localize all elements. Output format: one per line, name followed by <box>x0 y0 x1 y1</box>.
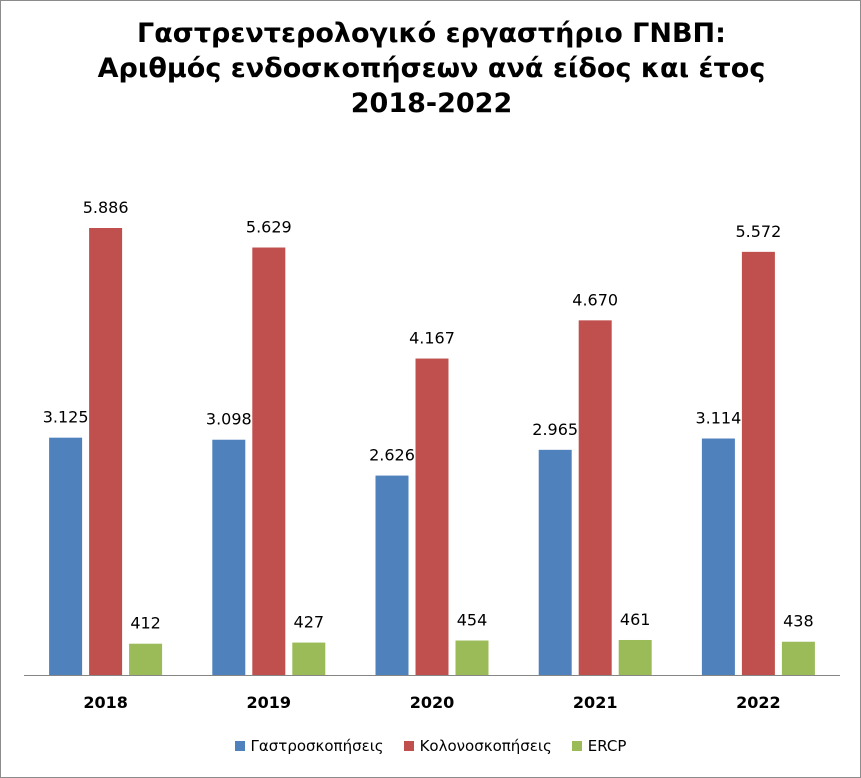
data-label-2020-series-0: 2.626 <box>369 446 415 465</box>
bar-2018-series-2 <box>129 643 163 675</box>
x-tick-label-2022: 2022 <box>736 693 781 712</box>
data-label-2018-series-1: 5.886 <box>83 198 129 217</box>
legend-item-0: Γαστροσκοπήσεις <box>234 737 384 755</box>
bar-2018-series-1 <box>89 228 123 675</box>
bar-2018-series-0 <box>49 437 83 675</box>
bar-2020-series-1 <box>415 358 449 675</box>
data-label-2019-series-2: 427 <box>294 613 325 632</box>
legend-item-1: Κολονοσκοπήσεις <box>403 737 552 755</box>
bar-2019-series-2 <box>292 642 326 675</box>
legend-swatch-2 <box>571 741 582 751</box>
data-label-2018-series-2: 412 <box>130 614 161 633</box>
x-tick-label-2020: 2020 <box>410 693 455 712</box>
bar-2021-series-1 <box>578 320 612 675</box>
legend-label-0: Γαστροσκοπήσεις <box>250 737 384 755</box>
bar-2019-series-0 <box>212 439 246 675</box>
data-label-2019-series-1: 5.629 <box>246 218 292 237</box>
bar-2022-series-2 <box>781 641 815 675</box>
chart-title-line-1: Γαστρεντερολογικό εργαστήριο ΓΝΒΠ: <box>137 18 726 49</box>
x-tick-label-2019: 2019 <box>247 693 292 712</box>
chart-legend: Γαστροσκοπήσεις Κολονοσκοπήσεις ERCP <box>0 733 861 759</box>
data-label-2021-series-0: 2.965 <box>532 420 578 439</box>
bar-2022-series-0 <box>701 438 735 675</box>
legend-label-1: Κολονοσκοπήσεις <box>419 737 552 755</box>
bar-2020-series-2 <box>455 640 489 675</box>
data-label-2020-series-1: 4.167 <box>409 329 455 348</box>
legend-swatch-1 <box>403 741 414 751</box>
bar-2022-series-1 <box>741 251 775 675</box>
data-label-2022-series-1: 5.572 <box>735 222 781 241</box>
chart-title-line-3: 2018-2022 <box>350 88 513 119</box>
bar-2020-series-0 <box>375 475 409 675</box>
chart-title-line-2: Αριθμός ενδοσκοπήσεων ανά είδος και έτος <box>97 53 766 84</box>
legend-item-2: ERCP <box>571 737 627 755</box>
data-label-2022-series-0: 3.114 <box>695 409 741 428</box>
legend-swatch-0 <box>234 741 245 751</box>
x-tick-label-2018: 2018 <box>83 693 128 712</box>
data-label-2021-series-2: 461 <box>620 610 651 629</box>
data-label-2022-series-2: 438 <box>783 612 814 631</box>
data-label-2020-series-2: 454 <box>457 611 488 630</box>
data-label-2018-series-0: 3.125 <box>43 408 89 427</box>
legend-label-2: ERCP <box>587 737 627 755</box>
data-label-2021-series-1: 4.670 <box>572 290 618 309</box>
bar-2021-series-0 <box>538 449 572 675</box>
data-label-2019-series-0: 3.098 <box>206 410 252 429</box>
x-tick-label-2021: 2021 <box>573 693 618 712</box>
bar-2021-series-2 <box>618 639 652 675</box>
bar-2019-series-1 <box>252 247 286 675</box>
